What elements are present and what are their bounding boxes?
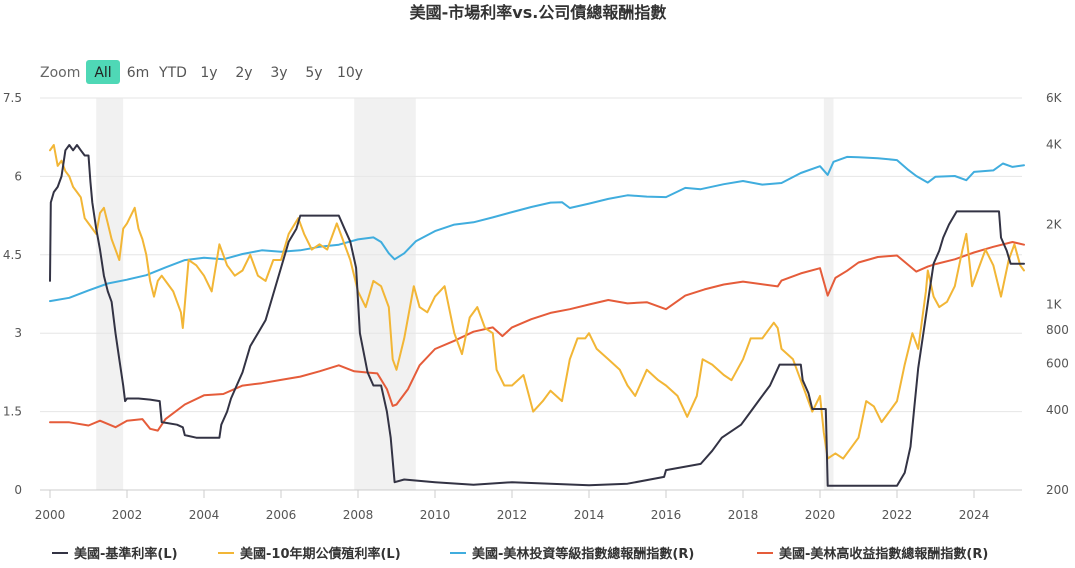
- x-axis: 2000 2002 2004 2006 2008 2010 2012 2014 2016 2018…: [35, 490, 990, 522]
- x-tick-label: 2016: [651, 508, 682, 522]
- legend-item[interactable]: 美國-美林高收益指數總報酬指數(R): [757, 546, 988, 562]
- y-right-tick-label: 200: [1046, 483, 1069, 497]
- x-tick-label: 2012: [497, 508, 528, 522]
- legend-item[interactable]: 美國-基準利率(L): [52, 546, 178, 562]
- x-tick-label: 2010: [420, 508, 451, 522]
- x-tick-label: 2008: [343, 508, 374, 522]
- series-line-0[interactable]: [49, 144, 1025, 487]
- y-left-tick-label: 1.5: [3, 405, 22, 419]
- recession-bands: [96, 98, 834, 490]
- zoom-button-label: 10y: [337, 65, 363, 81]
- zoom-button-label: 1y: [200, 65, 217, 81]
- zoom-button-2y[interactable]: 2y: [235, 65, 252, 81]
- zoom-button-label: 5y: [305, 65, 322, 81]
- zoom-button-label: YTD: [158, 65, 187, 81]
- zoom-button-label: All: [94, 65, 111, 81]
- zoom-button-5y[interactable]: 5y: [305, 65, 322, 81]
- legend-label: 美國-基準利率(L): [74, 546, 178, 562]
- x-tick-label: 2002: [112, 508, 143, 522]
- zoom-button-ytd[interactable]: YTD: [158, 65, 187, 81]
- legend-item[interactable]: 美國-美林投資等級指數總報酬指數(R): [450, 546, 694, 562]
- x-tick-label: 2018: [728, 508, 759, 522]
- grid-lines: [40, 97, 1022, 491]
- range-selector: Zoom All 6m YTD 1y 2y 3y 5y 10y: [40, 60, 363, 84]
- y-right-tick-label: 6K: [1046, 91, 1063, 105]
- y-right-tick-label: 400: [1046, 403, 1069, 417]
- zoom-button-1y[interactable]: 1y: [200, 65, 217, 81]
- y-left-tick-label: 7.5: [3, 91, 22, 105]
- y-left-tick-label: 3: [14, 326, 22, 340]
- x-tick-label: 2006: [266, 508, 297, 522]
- y-left-tick-label: 0: [14, 483, 22, 497]
- legend: 美國-基準利率(L) 美國-10年期公債殖利率(L) 美國-美林投資等級指數總報酬指…: [52, 546, 988, 562]
- zoom-button-label: 2y: [235, 65, 252, 81]
- zoom-label: Zoom: [40, 65, 80, 81]
- y-left-tick-label: 6: [14, 169, 22, 183]
- y-right-tick-label: 1K: [1046, 298, 1063, 312]
- y-axis-right: 200 400 600 800 1K 2K 4K 6K: [1046, 91, 1069, 497]
- series-line-1[interactable]: [49, 144, 1025, 460]
- x-tick-label: 2022: [882, 508, 913, 522]
- legend-item[interactable]: 美國-10年期公債殖利率(L): [218, 546, 401, 562]
- legend-label: 美國-10年期公債殖利率(L): [240, 546, 401, 562]
- zoom-button-10y[interactable]: 10y: [337, 65, 363, 81]
- y-axis-left: 0 1.5 3 4.5 6 7.5: [3, 91, 22, 497]
- x-tick-label: 2000: [35, 508, 66, 522]
- zoom-button-highlight: [86, 60, 120, 84]
- legend-label: 美國-美林投資等級指數總報酬指數(R): [472, 546, 694, 562]
- chart-title: 美國-市場利率vs.公司債總報酬指數: [410, 3, 667, 22]
- legend-label: 美國-美林高收益指數總報酬指數(R): [779, 546, 988, 562]
- x-tick-label: 2014: [574, 508, 605, 522]
- zoom-button-6m[interactable]: 6m: [127, 65, 150, 81]
- x-tick-label: 2024: [959, 508, 990, 522]
- zoom-button-label: 3y: [270, 65, 287, 81]
- series-line-2[interactable]: [49, 155, 1025, 303]
- series-lines: [49, 144, 1025, 487]
- y-left-tick-label: 4.5: [3, 248, 22, 262]
- y-right-tick-label: 2K: [1046, 218, 1063, 232]
- x-tick-label: 2004: [189, 508, 220, 522]
- y-right-tick-label: 800: [1046, 323, 1069, 337]
- zoom-button-all[interactable]: All: [86, 60, 120, 84]
- series-line-3[interactable]: [49, 241, 1025, 432]
- y-right-tick-label: 600: [1046, 356, 1069, 370]
- x-tick-label: 2020: [805, 508, 836, 522]
- zoom-button-3y[interactable]: 3y: [270, 65, 287, 81]
- zoom-button-label: 6m: [127, 65, 150, 81]
- y-right-tick-label: 4K: [1046, 138, 1063, 152]
